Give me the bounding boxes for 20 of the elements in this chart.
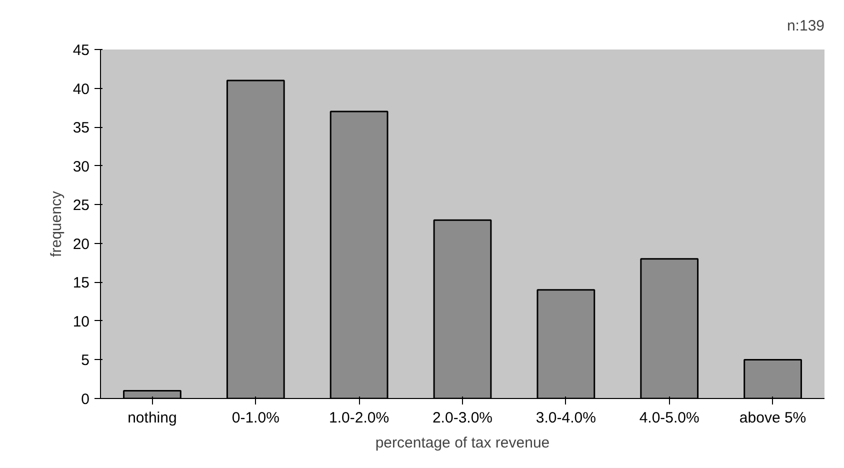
y-tick-label: 10 (72, 313, 90, 330)
x-tick-label: above 5% (739, 410, 806, 426)
x-tick-label: 0-1.0% (232, 410, 280, 426)
x-tick-label: nothing (128, 410, 177, 426)
y-tick-label: 45 (72, 42, 90, 59)
x-tick-label: 4.0-5.0% (639, 410, 700, 426)
x-tick-label: 1.0-2.0% (329, 410, 390, 426)
y-tick-label: 0 (81, 391, 90, 408)
x-axis-title: percentage of tax revenue (375, 434, 550, 452)
y-tick-label: 15 (72, 274, 90, 292)
y-tick-label: 25 (72, 197, 90, 214)
text: n:139 (786, 18, 825, 34)
y-tick-label: 40 (72, 80, 90, 98)
y-tick-label: 20 (72, 236, 90, 253)
y-tick-label: 35 (72, 120, 90, 137)
x-tick-label: 2.0-3.0% (432, 410, 493, 426)
y-tick-label: 5 (81, 352, 90, 370)
y-tick-label: 30 (72, 158, 90, 176)
x-tick-label: 3.0-4.0% (536, 410, 596, 426)
y-axis-title: frequency (48, 190, 65, 257)
